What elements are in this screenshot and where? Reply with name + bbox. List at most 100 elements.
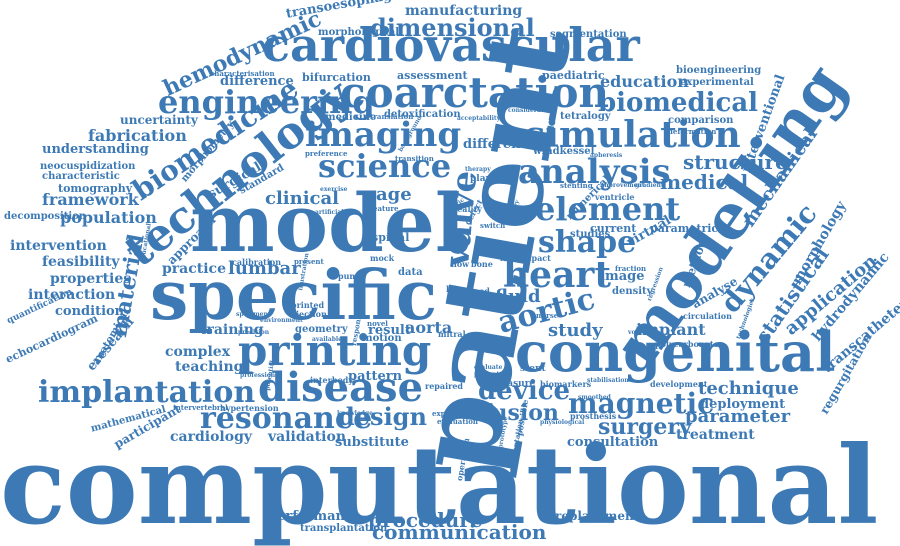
word-assessment: assessment — [397, 69, 468, 82]
word-element: element — [535, 190, 681, 228]
word-experience: experience — [432, 409, 475, 418]
word-development: development — [650, 379, 708, 389]
word-mitral: mitral — [438, 329, 466, 339]
word-interbody: interbody — [310, 375, 354, 385]
word-paediatric: paediatric — [542, 69, 605, 82]
word-gradient: gradient — [635, 182, 664, 189]
word-neocuspidization: neocuspidization — [40, 161, 136, 172]
word-different: different — [463, 137, 527, 152]
word-hypertension: hypertension — [220, 403, 279, 413]
word-consideration: consideration — [508, 107, 555, 114]
word-intervertebral: intervertebral — [173, 403, 228, 412]
word-circulation: circulation — [683, 311, 732, 321]
word-shape: shape — [538, 225, 637, 260]
word-fusion: fusion — [482, 400, 559, 426]
word-available: available — [312, 336, 342, 343]
word-mock: mock — [370, 253, 395, 263]
word-validation: validation — [268, 429, 347, 445]
word-novel: novel — [367, 319, 388, 328]
word-decomposition: decomposition — [4, 211, 87, 222]
word-improvement: improvement — [600, 182, 645, 189]
word-bifurcation: bifurcation — [302, 71, 371, 84]
word-tomography: tomography — [58, 182, 133, 195]
word-morphological: morphological — [318, 27, 400, 38]
word-data: data — [398, 267, 423, 278]
word-condition: condition — [55, 304, 125, 319]
word-flow: flow — [451, 259, 470, 269]
word-understanding: understanding — [42, 142, 149, 157]
word-segmentation: segmentation — [550, 29, 627, 40]
word-performance: performance — [268, 509, 362, 524]
word-intervention: intervention — [10, 238, 107, 254]
word-treatment: treatment — [676, 427, 755, 443]
word-properties: properties — [50, 271, 132, 287]
word-evaluation: evaluation — [437, 417, 478, 426]
word-cardiovascular: cardiovascular — [262, 18, 640, 72]
word-windkessel: windkessel — [533, 146, 595, 157]
word-engineering: engineering — [158, 83, 375, 121]
word-impact: impact — [520, 253, 551, 263]
word-education: education — [600, 72, 689, 91]
word-magnetic: magnetic — [568, 387, 715, 420]
word-translation: translation — [370, 112, 414, 121]
word-replacement: replacement — [555, 509, 640, 523]
word-heart: heart — [503, 254, 611, 296]
word-transition: transition — [395, 154, 434, 163]
word-micro: micro — [500, 253, 526, 263]
word-model: model — [190, 176, 466, 270]
word-structure: structure — [683, 150, 788, 174]
word-practice: practice — [162, 261, 226, 277]
word-calibration: calibration — [232, 257, 282, 267]
word-present: present — [294, 257, 324, 266]
word-deployment: deployment — [700, 397, 786, 412]
word-consultation: consultation — [567, 435, 659, 450]
word-ventricle: ventricle — [595, 192, 635, 202]
word-aorta: aorta — [405, 318, 453, 337]
word-professional: professional — [240, 372, 282, 379]
word-feature: feature — [370, 204, 399, 213]
word-pump: pump — [338, 271, 364, 281]
word-current: current — [590, 222, 637, 235]
word-motion: motion — [362, 333, 402, 344]
word-training: training — [200, 322, 264, 338]
word-analysis: analysis — [518, 152, 671, 192]
word-communication: communication — [372, 520, 547, 544]
word-device: device — [478, 376, 571, 406]
word-nurse: nurse — [536, 311, 559, 320]
word-cage: cage — [365, 184, 412, 205]
word-biomedical: biomedical — [598, 88, 759, 118]
word-evaluate: evaluate — [474, 364, 503, 371]
word-interaction: interaction — [28, 287, 116, 303]
word-characterisation: characterisation — [210, 69, 275, 78]
word-bone: bone — [471, 259, 493, 269]
word-fabrication: fabrication — [88, 126, 187, 145]
word-knowledge: knowledge — [337, 410, 373, 417]
word-imaging: imaging — [305, 115, 462, 155]
word-technique: technique — [698, 378, 799, 399]
word-exercise: exercise — [320, 186, 348, 193]
word-printing: printing — [238, 326, 432, 375]
word-planning: planning — [470, 174, 515, 184]
word-framework: framework — [42, 190, 139, 209]
word-cardiology: cardiology — [170, 429, 252, 445]
word-implantation: implantation — [38, 375, 256, 410]
word-physiological: physiological — [540, 419, 585, 426]
word-stenting: stenting — [560, 181, 593, 190]
word-studies: studies — [570, 229, 611, 240]
word-stabilisation: stabilisation — [587, 377, 629, 384]
word-volume: volume — [628, 329, 653, 336]
word-repaired: repaired — [425, 381, 464, 391]
word-science: science — [318, 147, 452, 185]
word-fraction: fraction — [615, 264, 647, 273]
word-comparison: comparison — [668, 115, 734, 126]
word-therapy: therapy — [465, 166, 491, 173]
word-computational: computational — [0, 423, 879, 546]
word-lumbar: lumbar — [228, 258, 301, 279]
word-teaching: teaching — [175, 359, 244, 375]
word-parameter: parameter — [685, 406, 791, 427]
word-study: study — [548, 320, 603, 341]
word-polycarbonate: polycarbonate — [655, 339, 719, 349]
word-biomarkers: biomarkers — [540, 379, 592, 389]
word-simulation: simulation — [525, 114, 741, 156]
word-medicine: medicine — [325, 112, 377, 123]
